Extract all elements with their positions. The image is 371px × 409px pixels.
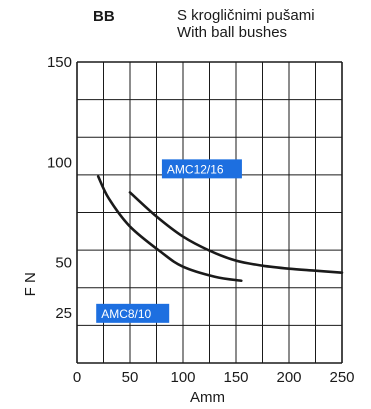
y-tick-label: 150	[47, 54, 72, 71]
chart-code: BB	[93, 8, 115, 25]
x-tick-label: 100	[170, 369, 195, 386]
series-label-amc8-10: AMC8/10	[101, 307, 151, 321]
series-label-amc12-16: AMC12/16	[167, 162, 224, 176]
x-tick-label: 50	[122, 369, 139, 386]
series-line-amc8-10	[96, 175, 243, 283]
chart-grid	[76, 61, 343, 364]
x-tick-label: 150	[223, 369, 248, 386]
chart-title: S krogličnimi pušami	[177, 7, 315, 24]
x-tick-label: 250	[329, 369, 354, 386]
chart-curves	[96, 175, 344, 283]
y-tick-label: 25	[55, 305, 72, 322]
chart-subtitle: With ball bushes	[177, 24, 288, 41]
x-tick-label: 200	[276, 369, 301, 386]
x-tick-label: 0	[73, 369, 81, 386]
series-label-box	[96, 303, 170, 323]
axis-ticks: 0 50 100 150 200 250 25 50 100 150	[47, 54, 355, 386]
y-tick-label: 100	[47, 154, 72, 171]
x-axis-title: Amm	[190, 389, 225, 406]
series-line-amc12-16	[128, 191, 344, 274]
y-axis-title: F N	[22, 272, 39, 296]
y-tick-label: 50	[55, 255, 72, 272]
series-labels: AMC8/10 AMC12/16	[96, 159, 242, 323]
series-label-box	[161, 159, 242, 179]
